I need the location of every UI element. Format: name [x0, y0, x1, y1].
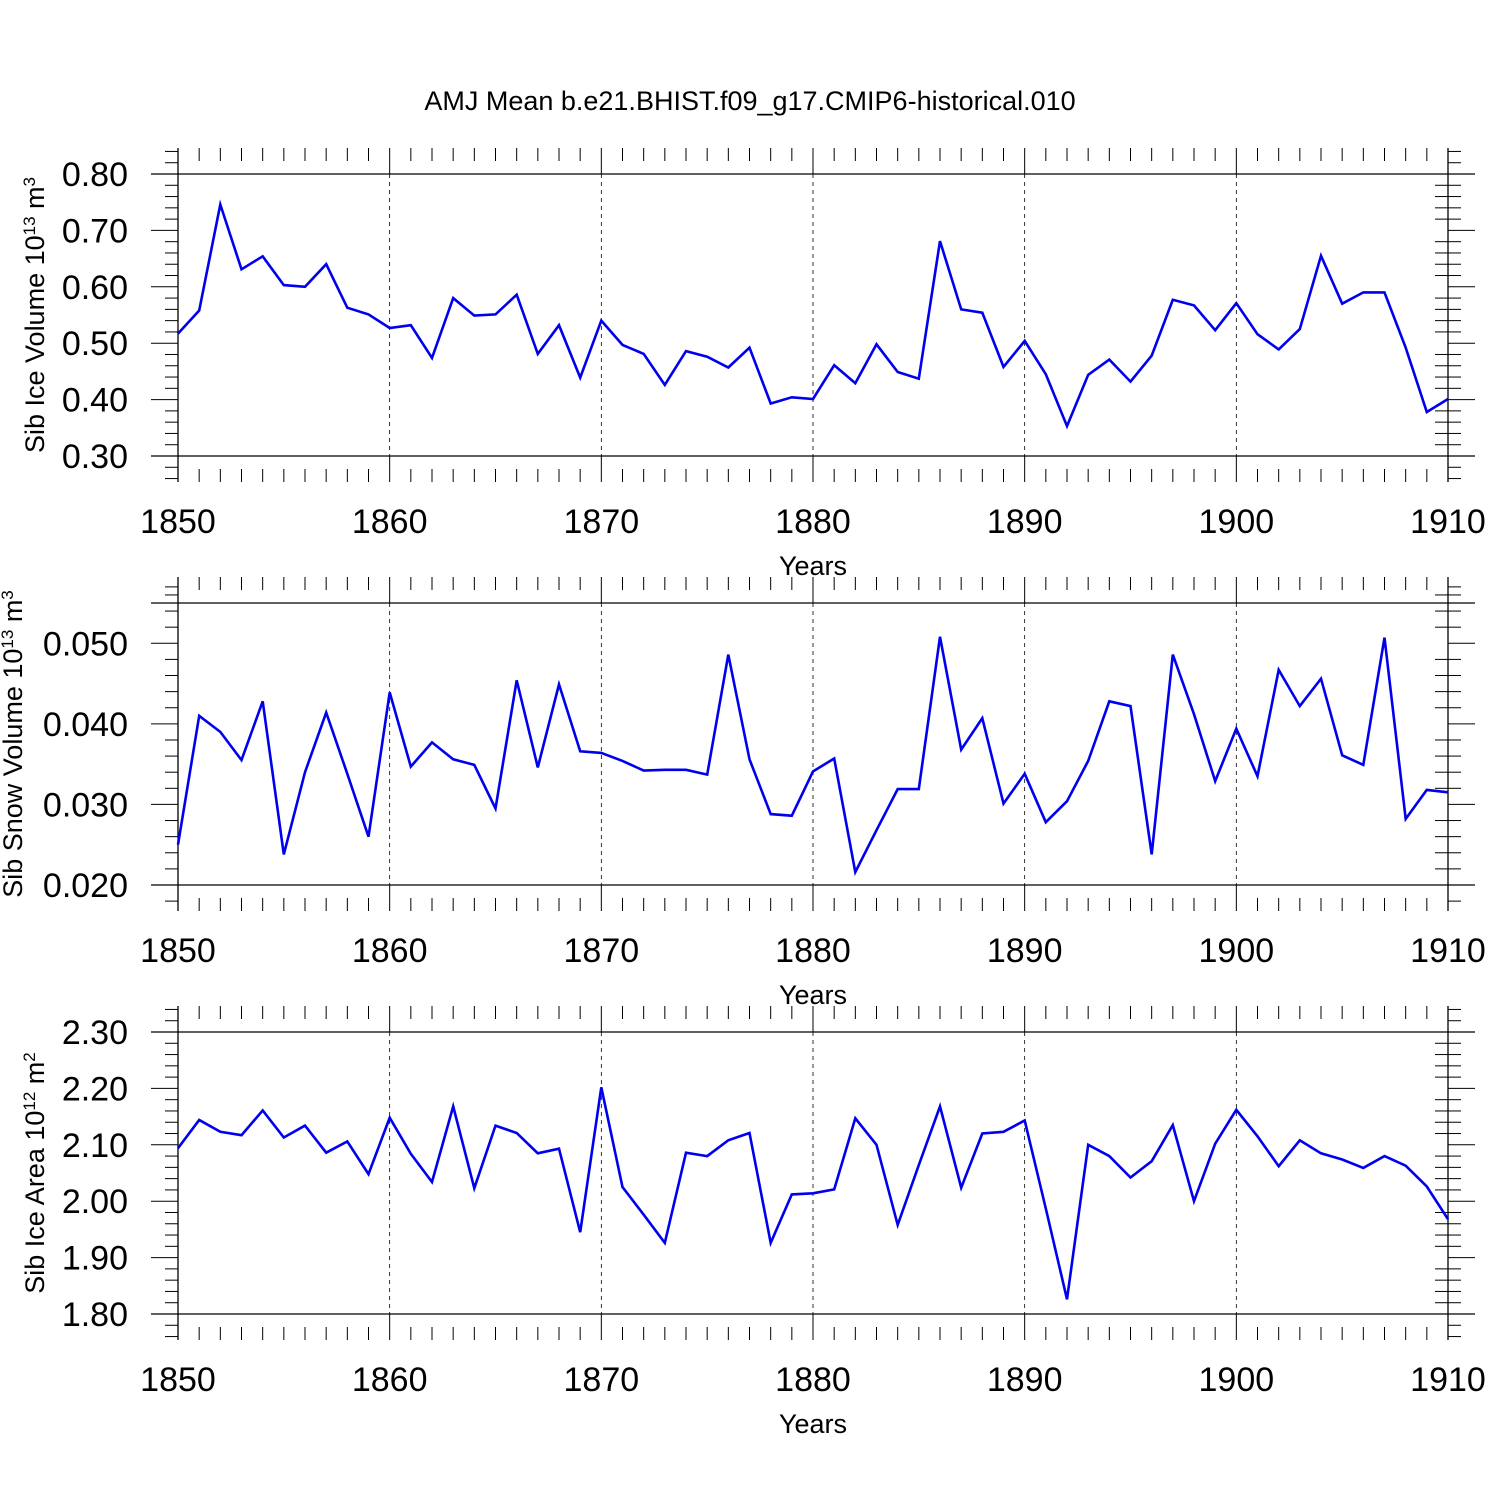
y-tick-label: 1.90 [62, 1240, 128, 1278]
x-tick-label: 1870 [564, 1361, 640, 1399]
chart-panel-3: 1850 1860 1870 1880 1890 1900 1910 Years 1.80 1.9… [20, 1006, 1486, 1439]
x-axis-label: Years [779, 980, 847, 1010]
y-tick-label: 2.20 [62, 1070, 128, 1108]
x-tick-label: 1900 [1199, 503, 1275, 541]
series-line [176, 1087, 1450, 1300]
x-axis-label: Years [779, 1409, 847, 1439]
x-tick-label: 1850 [140, 1361, 216, 1399]
x-tick-label: 1850 [140, 932, 216, 970]
x-tick-label: 1860 [352, 932, 428, 970]
x-tick-label: 1910 [1410, 1361, 1486, 1399]
y-tick-label: 0.60 [62, 269, 128, 307]
y-axis-label: Sib Ice Volume 1013 m3 [20, 177, 51, 453]
x-tick-label: 1890 [987, 503, 1063, 541]
y-axis-label: Sib Ice Area 1012 m2 [20, 1052, 51, 1294]
x-tick-label: 1880 [775, 1361, 851, 1399]
y-axis-label: Sib Snow Volume 1013 m3 [0, 590, 28, 898]
x-tick-label: 1900 [1199, 1361, 1275, 1399]
y-tick-label: 2.30 [62, 1014, 128, 1052]
x-tick-label: 1870 [564, 503, 640, 541]
x-tick-label: 1910 [1410, 503, 1486, 541]
chart-title: AMJ Mean b.e21.BHIST.f09_g17.CMIP6-histo… [424, 86, 1075, 116]
series-line [177, 199, 1449, 430]
x-tick-label: 1850 [140, 503, 216, 541]
y-tick-label: 0.030 [43, 786, 128, 824]
x-tick-label: 1890 [987, 932, 1063, 970]
x-tick-label: 1860 [352, 1361, 428, 1399]
x-tick-label: 1910 [1410, 932, 1486, 970]
chart-panel-2: 1850 1860 1870 1880 1890 1900 1910 Years 0.020 0.… [0, 577, 1486, 1010]
x-axis-label: Years [779, 551, 847, 581]
series-line [176, 636, 1449, 877]
y-tick-label: 0.50 [62, 325, 128, 363]
y-tick-label: 0.70 [62, 212, 128, 250]
y-tick-label: 0.040 [43, 706, 128, 744]
y-tick-label: 0.050 [43, 625, 128, 663]
x-tick-label: 1880 [775, 503, 851, 541]
chart-panel-1: 1850 1860 1870 1880 1890 1900 1910 Years 0.30 0.4… [20, 148, 1486, 581]
y-tick-label: 0.30 [62, 438, 128, 476]
y-tick-label: 1.80 [62, 1296, 128, 1334]
y-tick-label: 0.80 [62, 156, 128, 194]
x-tick-label: 1860 [352, 503, 428, 541]
y-tick-label: 0.40 [62, 382, 128, 420]
x-tick-label: 1900 [1199, 932, 1275, 970]
y-tick-label: 2.10 [62, 1127, 128, 1165]
y-tick-label: 2.00 [62, 1183, 128, 1221]
x-tick-label: 1870 [564, 932, 640, 970]
x-tick-label: 1890 [987, 1361, 1063, 1399]
y-tick-label: 0.020 [43, 867, 128, 905]
x-tick-label: 1880 [775, 932, 851, 970]
